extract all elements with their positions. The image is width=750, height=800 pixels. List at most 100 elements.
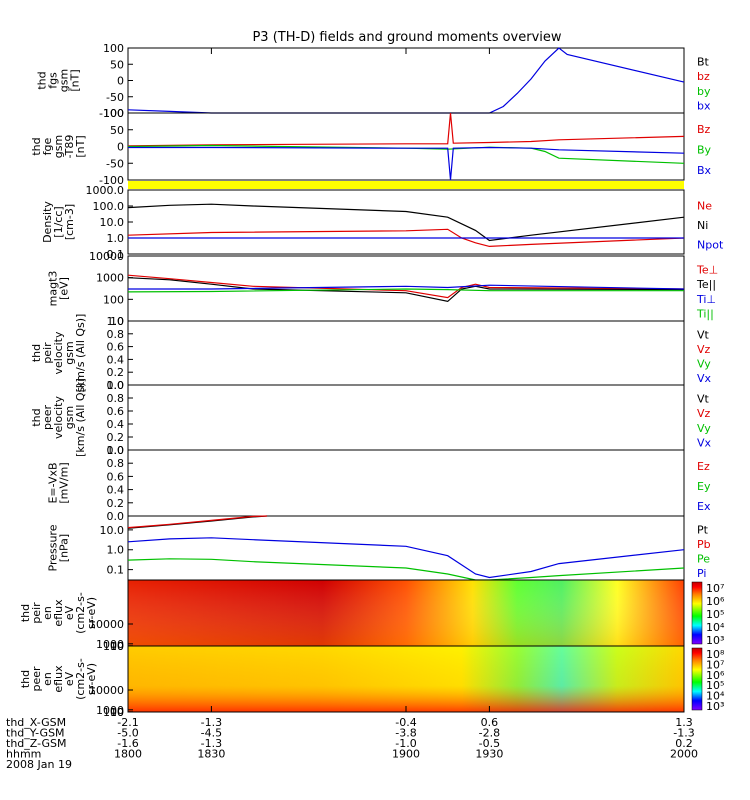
y-axis-label: (cm2-s-: [74, 592, 87, 634]
y-axis-label: thd: [19, 604, 32, 622]
x-axis-row-label: thd_X-GSM: [6, 716, 66, 729]
legend-entry: Vz: [697, 343, 711, 356]
y-axis-label: [nPa]: [58, 534, 71, 562]
y-tick-label: 0.4: [107, 418, 125, 431]
legend-entry: Vt: [697, 328, 710, 341]
panel-frame: [127, 112, 685, 181]
y-tick-label: -50: [106, 157, 124, 170]
x-axis-value: 1830: [197, 748, 225, 761]
legend-entry: Ni: [697, 219, 708, 232]
panel-peir_vel: 1.00.80.60.40.20.0thdpeirvelocitygsm[km/…: [30, 314, 712, 393]
y-axis-label: gsm: [52, 135, 65, 158]
x-axis-value: 1900: [392, 748, 420, 761]
y-tick-label: 50: [110, 58, 124, 71]
colorbar-tick: 10³: [706, 634, 724, 647]
panel-frame: [127, 515, 685, 581]
y-tick-label: 0.2: [107, 497, 125, 510]
y-tick-label: 0.2: [107, 366, 125, 379]
panel-frame: [127, 189, 685, 255]
legend-entry: Pb: [697, 538, 711, 551]
y-axis-label: (cm2-s-: [74, 658, 87, 700]
y-axis-label: thd: [19, 670, 32, 688]
series-Ti⊥: [128, 284, 685, 290]
x-axis-value: -1.3: [201, 716, 222, 729]
x-axis-value: -0.4: [395, 716, 416, 729]
y-tick-label: 1000: [96, 638, 124, 651]
colorbar-tick: 10⁴: [706, 690, 725, 703]
legend-entry: Pt: [697, 523, 709, 536]
colorbar-tick: 10⁷: [706, 582, 724, 595]
y-axis-label: eV: [63, 671, 76, 686]
y-tick-label: -100: [99, 174, 124, 187]
panel-density: 1000.0 100.0 10.0 1.0 0.1 Density[1/cc][cm-3]…: [41, 184, 724, 261]
legend-entry: Ex: [697, 500, 711, 513]
x-axis-value: -1.0: [395, 737, 416, 750]
y-axis-label: gsm: [63, 406, 76, 429]
series-bx: [127, 47, 685, 114]
y-axis-label: en: [41, 606, 54, 620]
y-axis-label: [nT]: [69, 69, 82, 91]
y-tick-label: 100: [103, 293, 124, 306]
legend-entry: bz: [697, 70, 710, 83]
legend-entry: Te⊥: [696, 263, 718, 276]
x-axis-row-label: hhmm: [6, 748, 41, 761]
legend-entry: Te||: [696, 278, 716, 291]
colorbar-tick: 10⁷: [706, 658, 724, 671]
y-tick-label: 0.0: [107, 444, 125, 457]
date-label: 2008 Jan 19: [6, 758, 72, 771]
series-Bx: [128, 146, 685, 181]
y-axis-label: eflux: [52, 665, 65, 693]
y-axis-label: peer: [41, 405, 54, 431]
legend-entry: Ey: [697, 480, 711, 493]
legend-entry: Bt: [697, 55, 710, 68]
y-tick-label: -50: [106, 91, 124, 104]
y-axis-label: peer: [30, 666, 43, 692]
series-Bz: [127, 112, 685, 147]
x-axis-row-label: thd_Y-GSM: [6, 727, 65, 740]
y-axis-label: thd: [30, 344, 43, 362]
y-tick-label: 1.0: [107, 444, 125, 457]
y-axis-label: -T89: [63, 135, 76, 159]
legend-entry: Bx: [697, 164, 712, 177]
y-axis-label: gsm: [63, 341, 76, 364]
y-tick-label: 0: [117, 75, 124, 88]
x-axis-value: -3.8: [395, 727, 416, 740]
legend-entry: Vz: [697, 407, 711, 420]
y-tick-label: 0: [117, 141, 124, 154]
series-Ti||: [127, 288, 684, 293]
y-axis-label: fgs: [47, 72, 60, 89]
y-tick-label: 0.6: [107, 341, 125, 354]
y-tick-label: 0.2: [107, 431, 125, 444]
y-axis-label: velocity: [52, 396, 65, 439]
y-axis-label: thd: [30, 137, 43, 155]
x-axis-value: -2.8: [479, 727, 500, 740]
legend-entry: Npot: [697, 238, 724, 251]
x-axis-value: -1.3: [673, 727, 694, 740]
series-Te||: [127, 277, 685, 303]
spectrogram-shade: [128, 580, 684, 646]
y-tick-label: 100: [103, 640, 124, 653]
x-axis-value: 0.6: [481, 716, 499, 729]
y-tick-label: 0.8: [107, 457, 125, 470]
legend-entry: By: [697, 144, 712, 157]
y-tick-label: 1.0: [107, 544, 125, 557]
y-tick-label: 0.4: [107, 484, 125, 497]
y-tick-label: 0.6: [107, 470, 125, 483]
y-axis-label: eflux: [52, 599, 65, 627]
y-tick-label: 10000: [89, 250, 124, 263]
y-axis-label: [cm-3]: [63, 204, 76, 240]
y-tick-label: 0.4: [107, 353, 125, 366]
legend-entry: bx: [697, 100, 711, 113]
y-tick-label: -100: [99, 107, 124, 120]
panel-frame: [127, 47, 685, 114]
legend-entry: Ti⊥: [696, 293, 716, 306]
y-tick-label: 1.0: [107, 232, 125, 245]
colorbar-tick: 10⁶: [706, 595, 725, 608]
colorbar-tick: 10⁵: [706, 679, 724, 692]
